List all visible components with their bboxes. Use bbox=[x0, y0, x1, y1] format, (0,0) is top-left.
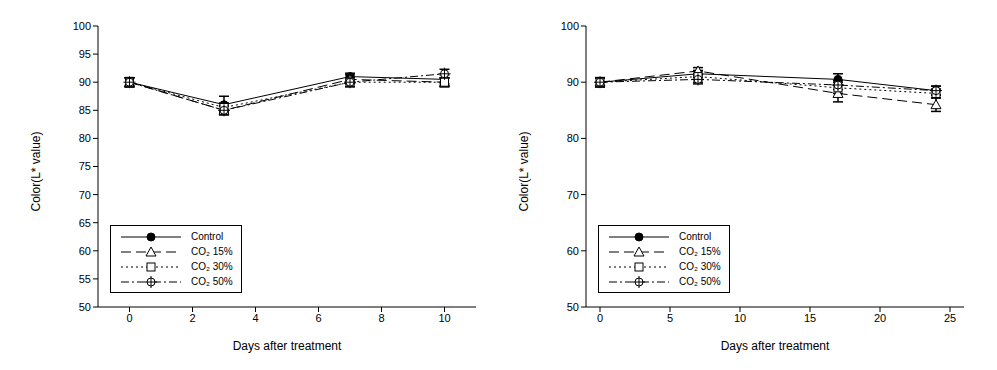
svg-text:20: 20 bbox=[874, 312, 886, 324]
svg-text:50: 50 bbox=[567, 301, 579, 313]
svg-text:10: 10 bbox=[734, 312, 746, 324]
svg-text:80: 80 bbox=[567, 132, 579, 144]
svg-text:8: 8 bbox=[378, 312, 384, 324]
svg-text:60: 60 bbox=[567, 245, 579, 257]
svg-text:25: 25 bbox=[944, 312, 956, 324]
svg-text:10: 10 bbox=[438, 312, 450, 324]
svg-text:80: 80 bbox=[79, 132, 91, 144]
svg-text:75: 75 bbox=[79, 160, 91, 172]
svg-text:Days after treatment: Days after treatment bbox=[721, 339, 830, 353]
svg-text:100: 100 bbox=[73, 20, 91, 32]
html-text:Control: Control bbox=[191, 231, 224, 242]
svg-text:65: 65 bbox=[79, 217, 91, 229]
svg-text:95: 95 bbox=[79, 48, 91, 60]
svg-text:100: 100 bbox=[561, 20, 579, 32]
svg-text:90: 90 bbox=[79, 76, 91, 88]
svg-text:55: 55 bbox=[79, 273, 91, 285]
svg-text:Days after treatment: Days after treatment bbox=[233, 339, 342, 353]
svg-text:0: 0 bbox=[597, 312, 603, 324]
html-text:CO₂ 30%: CO₂ 30% bbox=[191, 261, 233, 272]
html-text:CO₂ 30%: CO₂ 30% bbox=[679, 261, 721, 272]
svg-text:2: 2 bbox=[189, 312, 195, 324]
html-text:CO₂ 15%: CO₂ 15% bbox=[679, 246, 721, 257]
svg-text:5: 5 bbox=[667, 312, 673, 324]
svg-text:60: 60 bbox=[79, 245, 91, 257]
html-text:Control: Control bbox=[679, 231, 712, 242]
svg-text:0: 0 bbox=[126, 312, 132, 324]
svg-text:70: 70 bbox=[567, 189, 579, 201]
svg-text:Color(L* value): Color(L* value) bbox=[517, 131, 531, 211]
html-text:CO₂ 50%: CO₂ 50% bbox=[679, 276, 721, 287]
svg-text:Color(L* value): Color(L* value) bbox=[29, 131, 43, 211]
svg-text:90: 90 bbox=[567, 76, 579, 88]
svg-text:4: 4 bbox=[252, 312, 258, 324]
svg-text:6: 6 bbox=[315, 312, 321, 324]
svg-text:50: 50 bbox=[79, 301, 91, 313]
svg-text:15: 15 bbox=[804, 312, 816, 324]
html-text:CO₂ 15%: CO₂ 15% bbox=[191, 246, 233, 257]
svg-text:70: 70 bbox=[79, 189, 91, 201]
html-text:CO₂ 50%: CO₂ 50% bbox=[191, 276, 233, 287]
svg-text:85: 85 bbox=[79, 104, 91, 116]
